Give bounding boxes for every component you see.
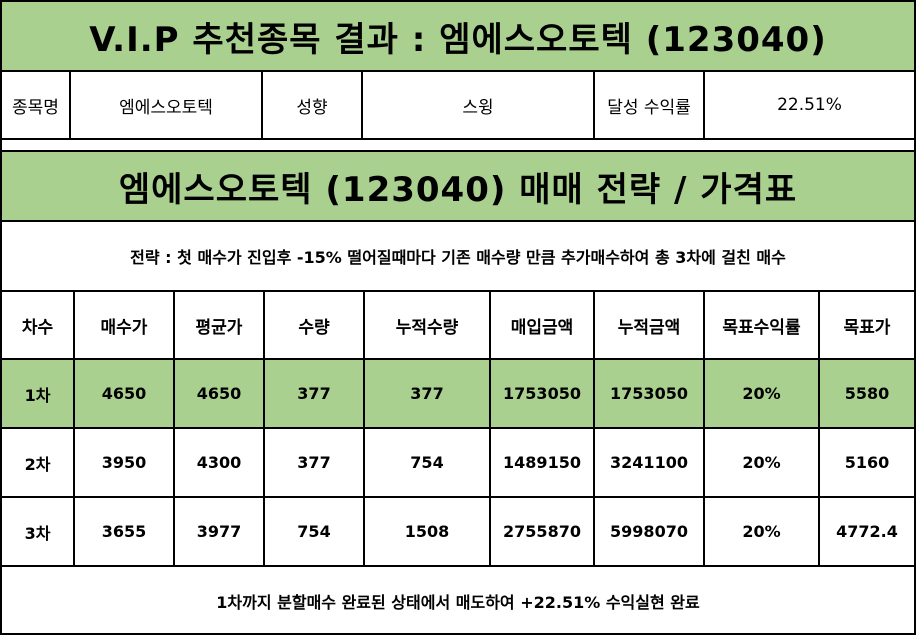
table-row: 2차 3950 4300 377 754 1489150 3241100 20%… <box>2 428 914 498</box>
header-buy-amount: 매입금액 <box>490 292 595 360</box>
header-avg-price: 평균가 <box>174 292 265 360</box>
cell-buy-price: 3655 <box>74 497 175 567</box>
header-cum-quantity: 누적수량 <box>364 292 491 360</box>
cell-round: 1차 <box>2 359 75 429</box>
cell-quantity: 377 <box>264 428 365 498</box>
cell-target-return: 20% <box>704 359 820 429</box>
cell-target-return: 20% <box>704 497 820 567</box>
cell-avg-price: 4300 <box>174 428 265 498</box>
cell-buy-price: 3950 <box>74 428 175 498</box>
strategy-text: 전략 : 첫 매수가 진입후 -15% 떨어질때마다 기존 매수량 만큼 추가매… <box>2 222 914 292</box>
header-target-return: 목표수익률 <box>704 292 820 360</box>
cell-cum-quantity: 377 <box>364 359 491 429</box>
cell-target-price: 4772.4 <box>819 497 914 567</box>
cell-buy-price: 4650 <box>74 359 175 429</box>
return-label: 달성 수익률 <box>594 72 705 140</box>
header-round: 차수 <box>2 292 75 360</box>
result-summary: 1차까지 분할매수 완료된 상태에서 매도하여 +22.51% 수익실현 완료 <box>216 592 700 612</box>
header-cum-amount: 누적금액 <box>594 292 705 360</box>
stock-info-row: 종목명 엠에스오토텍 성향 스윙 달성 수익률 22.51% <box>2 72 914 140</box>
header-target-price: 목표가 <box>819 292 914 360</box>
cell-target-price: 5160 <box>819 428 914 498</box>
cell-cum-amount: 3241100 <box>594 428 705 498</box>
cell-quantity: 377 <box>264 359 365 429</box>
header-quantity: 수량 <box>264 292 365 360</box>
price-table-header-row: 차수 매수가 평균가 수량 누적수량 매입금액 누적금액 목표수익률 목표가 <box>2 292 914 360</box>
price-table: 차수 매수가 평균가 수량 누적수량 매입금액 누적금액 목표수익률 목표가 1… <box>2 292 914 567</box>
table-row: 3차 3655 3977 754 1508 2755870 5998070 20… <box>2 497 914 567</box>
cell-round: 2차 <box>2 428 75 498</box>
cell-cum-amount: 5998070 <box>594 497 705 567</box>
cell-target-price: 5580 <box>819 359 914 429</box>
cell-cum-quantity: 1508 <box>364 497 491 567</box>
cell-cum-amount: 1753050 <box>594 359 705 429</box>
strategy-title: 엠에스오토텍 (123040) 매매 전략 / 가격표 <box>2 152 914 222</box>
page-title: V.I.P 추천종목 결과 : 엠에스오토텍 (123040) <box>2 2 914 72</box>
cell-buy-amount: 1489150 <box>490 428 595 498</box>
cell-avg-price: 4650 <box>174 359 265 429</box>
table-row: 1차 4650 4650 377 377 1753050 1753050 20%… <box>2 359 914 429</box>
stock-name-value: 엠에스오토텍 <box>70 72 263 140</box>
header-buy-price: 매수가 <box>74 292 175 360</box>
style-value: 스윙 <box>362 72 595 140</box>
cell-cum-quantity: 754 <box>364 428 491 498</box>
stock-name-label: 종목명 <box>2 72 71 140</box>
style-label: 성향 <box>262 72 363 140</box>
cell-buy-amount: 1753050 <box>490 359 595 429</box>
section-divider <box>2 140 914 152</box>
cell-target-return: 20% <box>704 428 820 498</box>
return-value: 22.51% <box>704 72 914 140</box>
cell-quantity: 754 <box>264 497 365 567</box>
cell-round: 3차 <box>2 497 75 567</box>
stock-info-table: 종목명 엠에스오토텍 성향 스윙 달성 수익률 22.51% <box>2 72 914 140</box>
cell-avg-price: 3977 <box>174 497 265 567</box>
cell-buy-amount: 2755870 <box>490 497 595 567</box>
